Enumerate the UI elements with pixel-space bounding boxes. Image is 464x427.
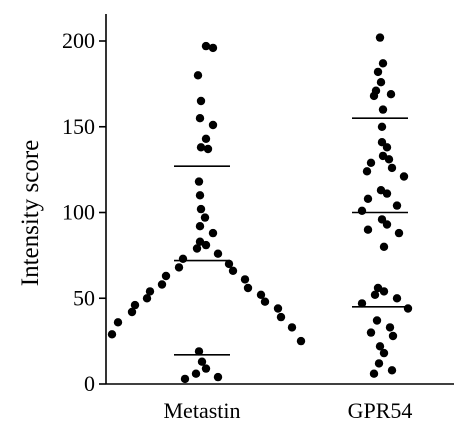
data-point-metastin xyxy=(145,287,155,296)
data-point-gpr54 xyxy=(392,294,402,303)
data-point-metastin xyxy=(191,369,201,378)
data-point-metastin xyxy=(296,336,306,346)
data-point-metastin xyxy=(273,304,283,313)
y-tick-label: 0 xyxy=(84,371,95,396)
data-point-metastin xyxy=(180,374,190,384)
data-point-gpr54 xyxy=(375,33,385,42)
data-point-gpr54 xyxy=(363,194,373,203)
data-point-metastin xyxy=(113,318,123,327)
data-point-gpr54 xyxy=(362,167,372,176)
data-point-gpr54 xyxy=(370,290,380,299)
data-point-metastin xyxy=(240,275,250,284)
y-tick-label: 100 xyxy=(62,200,95,225)
data-point-metastin xyxy=(256,290,266,299)
data-point-metastin xyxy=(243,283,253,293)
data-point-gpr54 xyxy=(387,163,397,173)
data-point-gpr54 xyxy=(378,59,388,68)
data-point-metastin xyxy=(196,143,206,152)
data-point-gpr54 xyxy=(377,122,387,131)
data-point-metastin xyxy=(161,271,171,281)
data-point-metastin xyxy=(213,249,223,258)
data-point-gpr54 xyxy=(403,304,413,313)
data-point-metastin xyxy=(130,300,140,310)
data-point-metastin xyxy=(208,120,218,130)
data-point-metastin xyxy=(197,357,207,366)
data-point-gpr54 xyxy=(385,323,395,332)
data-point-metastin xyxy=(224,259,234,269)
data-point-gpr54 xyxy=(384,155,394,164)
data-point-metastin xyxy=(196,204,206,214)
y-ticks: 0 50 100 150 200 xyxy=(62,28,106,396)
y-tick-label: 150 xyxy=(62,114,95,139)
data-point-metastin xyxy=(201,134,211,143)
data-point-gpr54 xyxy=(388,331,398,341)
data-point-metastin xyxy=(195,222,205,231)
data-point-metastin xyxy=(208,228,218,238)
data-point-gpr54 xyxy=(363,225,373,234)
category-label-metastin: Metastin xyxy=(164,398,241,423)
data-point-gpr54 xyxy=(379,348,389,358)
data-point-metastin xyxy=(178,254,188,263)
data-point-gpr54 xyxy=(382,143,392,152)
data-point-metastin xyxy=(195,191,205,200)
data-point-metastin xyxy=(142,294,152,303)
data-point-gpr54 xyxy=(375,342,385,351)
data-point-gpr54 xyxy=(387,366,397,375)
data-point-metastin xyxy=(174,263,184,272)
data-point-metastin xyxy=(194,347,204,356)
data-point-gpr54 xyxy=(382,220,392,229)
data-point-metastin xyxy=(201,240,211,250)
data-point-metastin xyxy=(276,312,286,322)
data-point-gpr54 xyxy=(369,369,379,378)
data-point-metastin xyxy=(213,372,223,382)
data-point-metastin xyxy=(192,244,202,253)
data-point-gpr54 xyxy=(366,328,376,337)
data-point-metastin xyxy=(107,330,117,339)
data-point-metastin xyxy=(157,280,167,289)
data-point-metastin xyxy=(260,297,270,306)
data-point-gpr54 xyxy=(386,90,396,99)
data-point-gpr54 xyxy=(382,189,392,198)
data-point-gpr54 xyxy=(372,316,382,325)
data-point-gpr54 xyxy=(392,201,402,210)
data-point-metastin xyxy=(208,43,218,53)
data-point-metastin xyxy=(196,96,206,106)
data-point-metastin xyxy=(200,213,210,222)
category-label-gpr54: GPR54 xyxy=(348,398,413,423)
data-point-metastin xyxy=(287,323,297,332)
data-point-gpr54 xyxy=(378,105,388,114)
data-point-metastin xyxy=(228,266,238,275)
data-marks xyxy=(107,33,413,384)
data-point-metastin xyxy=(195,114,205,123)
y-axis-title: Intensity score xyxy=(17,140,44,286)
data-point-gpr54 xyxy=(376,78,386,87)
data-point-metastin xyxy=(203,144,213,154)
data-point-metastin xyxy=(201,41,211,51)
data-point-gpr54 xyxy=(379,242,389,251)
data-point-metastin xyxy=(127,307,137,317)
data-point-gpr54 xyxy=(357,299,367,308)
data-point-gpr54 xyxy=(379,287,389,296)
data-point-gpr54 xyxy=(373,67,383,77)
data-point-gpr54 xyxy=(399,172,409,181)
data-point-gpr54 xyxy=(394,228,404,238)
y-tick-label: 50 xyxy=(73,285,95,310)
data-point-gpr54 xyxy=(357,206,367,215)
data-point-metastin xyxy=(193,71,203,80)
data-point-metastin xyxy=(201,364,211,373)
y-tick-label: 200 xyxy=(62,28,95,53)
data-point-gpr54 xyxy=(374,359,384,368)
data-point-metastin xyxy=(194,177,204,186)
data-point-gpr54 xyxy=(369,91,379,101)
data-point-gpr54 xyxy=(366,158,376,167)
